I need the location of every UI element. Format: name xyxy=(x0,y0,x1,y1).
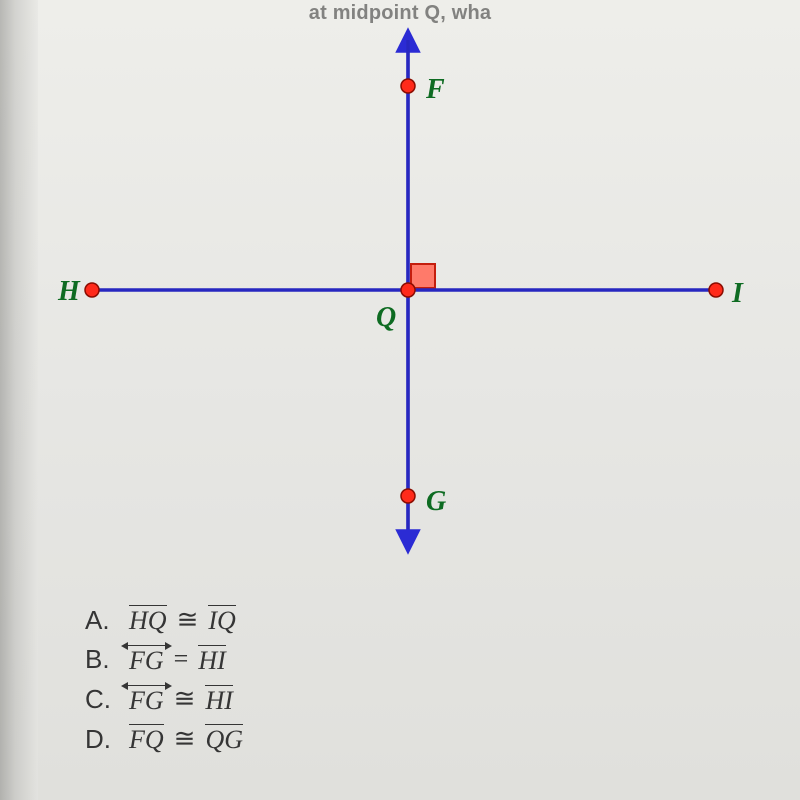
op-cong-2: ≅ xyxy=(172,686,198,712)
op-cong-3: ≅ xyxy=(172,726,198,752)
choice-D[interactable]: D. FQ ≅ QG xyxy=(85,724,243,753)
choice-C[interactable]: C. FG ≅ HI xyxy=(85,684,243,714)
line-FG: FG xyxy=(129,644,164,674)
point-G xyxy=(401,489,415,503)
choice-C-letter: C. xyxy=(85,686,115,712)
choice-D-expr: FQ ≅ QG xyxy=(129,724,243,753)
choice-A[interactable]: A. HQ ≅ IQ xyxy=(85,605,243,634)
op-eq: = xyxy=(172,646,191,672)
point-H xyxy=(85,283,99,297)
right-angle-marker xyxy=(411,264,435,288)
seg-FQ: FQ xyxy=(129,724,164,753)
point-I xyxy=(709,283,723,297)
seg-HI: HI xyxy=(198,645,225,674)
op-cong: ≅ xyxy=(175,607,201,633)
seg-HQ: HQ xyxy=(129,605,167,634)
point-F xyxy=(401,79,415,93)
line-FG-2: FG xyxy=(129,684,164,714)
label-G: G xyxy=(426,486,446,517)
seg-HI-2: HI xyxy=(205,685,232,714)
page: at midpoint Q, wha F G H I Q A. HQ xyxy=(0,0,800,800)
choice-C-expr: FG ≅ HI xyxy=(129,684,233,714)
label-H: H xyxy=(57,276,81,307)
point-Q xyxy=(401,283,415,297)
label-F: F xyxy=(425,74,445,105)
choice-A-letter: A. xyxy=(85,607,115,633)
geometry-diagram: F G H I Q xyxy=(48,20,768,560)
choice-B-letter: B. xyxy=(85,646,115,672)
page-left-shadow xyxy=(0,0,38,800)
choice-B[interactable]: B. FG = HI xyxy=(85,644,243,674)
choice-D-letter: D. xyxy=(85,726,115,752)
answer-choices: A. HQ ≅ IQ B. FG = HI C. FG ≅ HI D. xyxy=(85,595,243,763)
seg-QG: QG xyxy=(205,724,243,753)
choice-B-expr: FG = HI xyxy=(129,644,226,674)
seg-IQ: IQ xyxy=(208,605,235,634)
label-Q: Q xyxy=(376,302,396,333)
choice-A-expr: HQ ≅ IQ xyxy=(129,605,236,634)
label-I: I xyxy=(731,278,744,309)
